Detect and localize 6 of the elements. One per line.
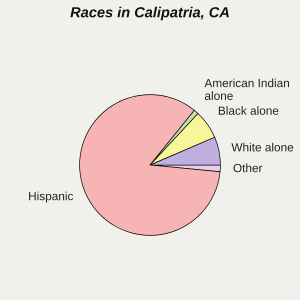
- slice-label: White alone: [231, 142, 294, 152]
- slice-label: Black alone: [218, 106, 278, 115]
- slice-label: Hispanic: [29, 192, 74, 203]
- slice-label: Other: [234, 164, 262, 172]
- chart-title: Races in Calipatria, CA: [70, 6, 229, 20]
- slice-label: American Indian alone: [204, 78, 289, 100]
